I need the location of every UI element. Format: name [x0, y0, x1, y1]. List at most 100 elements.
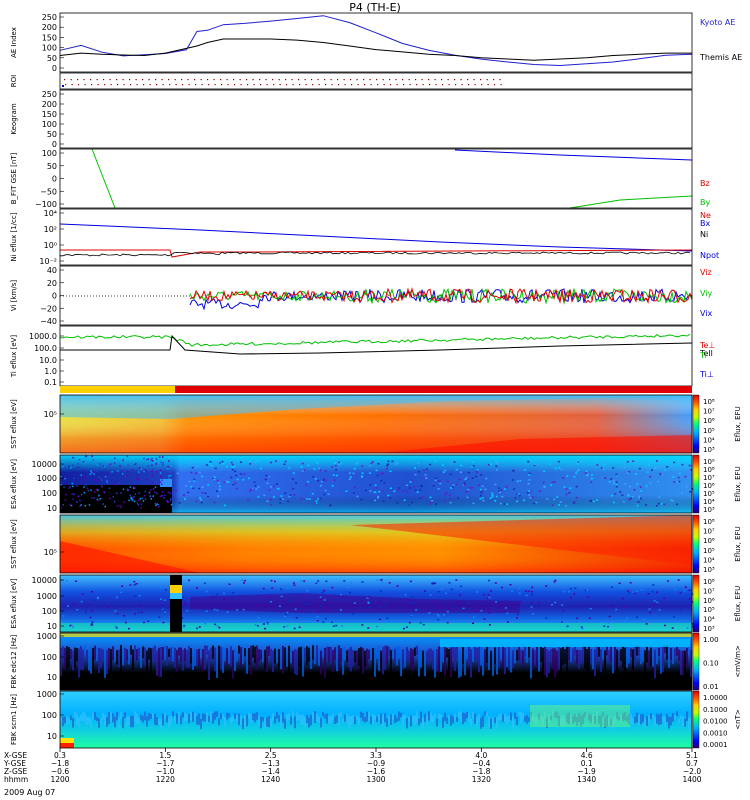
spectrogram-pixel: [476, 591, 479, 593]
spectrogram-pixel: [442, 614, 445, 616]
spectrogram-pixel: [645, 485, 648, 487]
spectrogram-pixel: [123, 615, 126, 617]
spectrogram-pixel: [130, 498, 133, 500]
roi-dot: [305, 84, 307, 86]
fbk-b-column: [522, 712, 524, 720]
velocity-legend-item: Vix: [700, 309, 713, 318]
spectrogram-pixel: [219, 488, 222, 491]
spectrogram-pixel: [144, 490, 146, 493]
fbk-b-column: [166, 715, 168, 723]
spectrogram-pixel: [575, 485, 578, 488]
spectrogram-pixel: [270, 486, 272, 488]
spectrogram-pixel: [232, 592, 235, 594]
spectrogram-pixel: [133, 464, 135, 466]
spectrogram-pixel: [79, 505, 81, 508]
fbk-e-column: [146, 650, 148, 675]
sst_e-colorbar-tick: 10⁸: [703, 398, 715, 406]
spectrogram-pixel: [158, 456, 161, 458]
roi-dot: [174, 79, 176, 81]
spectrogram-pixel: [395, 463, 398, 466]
spectrogram-pixel: [214, 607, 217, 610]
spectrogram-pixel: [591, 474, 594, 476]
spectrogram-pixel: [447, 608, 450, 610]
fbk-e-column: [184, 648, 186, 662]
density-ylabel: Ni eflux [1/cc]: [10, 212, 18, 261]
fbk-e-column: [624, 647, 626, 673]
fbk-e-column: [592, 649, 594, 670]
spectrogram-pixel: [293, 584, 296, 586]
spectrogram-pixel: [72, 485, 74, 488]
fbk-e-column: [224, 648, 226, 662]
spectrogram-pixel: [409, 602, 412, 605]
spectrogram-pixel: [71, 493, 73, 495]
spectrogram-pixel: [334, 479, 336, 481]
fbk-b-column: [500, 713, 502, 721]
xaxis-tick-hhmm: 1400: [682, 775, 701, 784]
fbk-e-column: [134, 645, 136, 661]
spectrogram-pixel: [487, 608, 490, 611]
roi-dot: [448, 84, 450, 86]
spectrogram-pixel: [77, 463, 79, 465]
spectrogram-pixel: [458, 478, 461, 481]
spectrogram-pixel: [124, 475, 126, 478]
spectrogram-pixel: [377, 463, 380, 465]
fbk-b-column: [416, 711, 418, 723]
xaxis-tick-z_gse: −0.6: [51, 767, 69, 776]
roi-dot: [350, 79, 352, 81]
spectrogram-pixel: [614, 493, 617, 495]
spectrogram-pixel: [319, 485, 322, 487]
spectrogram-pixel: [207, 484, 210, 486]
density-frame: [59, 208, 693, 266]
spectrogram-pixel: [95, 479, 98, 482]
fbk-e-column: [248, 648, 250, 666]
fbk-e-column: [162, 646, 164, 660]
fbk-e-column: [686, 647, 688, 667]
spectrogram-pixel: [515, 493, 518, 495]
spectrogram-pixel: [612, 482, 615, 485]
fbk-e-column: [536, 647, 538, 667]
spectrogram-pixel: [405, 484, 408, 487]
fbk-b-column: [616, 712, 618, 719]
spectrogram-pixel: [648, 608, 651, 610]
spectrogram-pixel: [145, 459, 148, 461]
spectrogram-pixel: [349, 472, 351, 474]
fbk-b-column: [326, 713, 328, 724]
spectrogram-pixel: [527, 460, 530, 463]
roi-dot: [201, 84, 203, 86]
fbk-e-column: [242, 647, 244, 665]
spectrogram-pixel: [265, 479, 268, 481]
spectrogram-pixel: [146, 478, 148, 481]
fbk-e-column: [630, 648, 632, 658]
spectrogram-pixel: [167, 468, 169, 470]
spectrogram-pixel: [213, 476, 216, 478]
fbk-b-column: [156, 717, 158, 726]
spectrogram-pixel: [415, 609, 418, 611]
fbk-b-column: [690, 717, 692, 725]
fbk-e-column: [112, 646, 114, 661]
spectrogram-pixel: [79, 499, 81, 502]
spectrogram-pixel: [343, 580, 346, 582]
fbk-b-column: [422, 717, 424, 729]
spectrogram-pixel: [369, 465, 372, 467]
spectrogram-pixel: [553, 581, 556, 583]
spectrogram-pixel: [439, 606, 442, 609]
spectrogram-pixel: [353, 602, 356, 604]
spectrogram-pixel: [474, 610, 477, 613]
spectrogram-pixel: [315, 500, 318, 502]
fbk-b-column: [300, 714, 302, 725]
roi-dot: [135, 79, 137, 81]
fbk-e-column: [68, 647, 70, 668]
spectrogram-pixel: [301, 462, 304, 465]
spectrogram-pixel: [663, 597, 666, 599]
fbk-b-column: [320, 717, 322, 728]
spectrogram-pixel: [298, 626, 301, 628]
spectrogram-pixel: [249, 490, 252, 492]
spectrogram-pixel: [644, 504, 647, 506]
spectrogram-pixel: [85, 484, 87, 486]
spectrogram-pixel: [151, 464, 153, 467]
fbk-b-column: [448, 715, 450, 720]
fbk-e-column: [644, 650, 646, 674]
roi-dot: [455, 84, 457, 86]
spectrogram-pixel: [101, 485, 103, 488]
spectrogram-pixel: [77, 495, 80, 498]
